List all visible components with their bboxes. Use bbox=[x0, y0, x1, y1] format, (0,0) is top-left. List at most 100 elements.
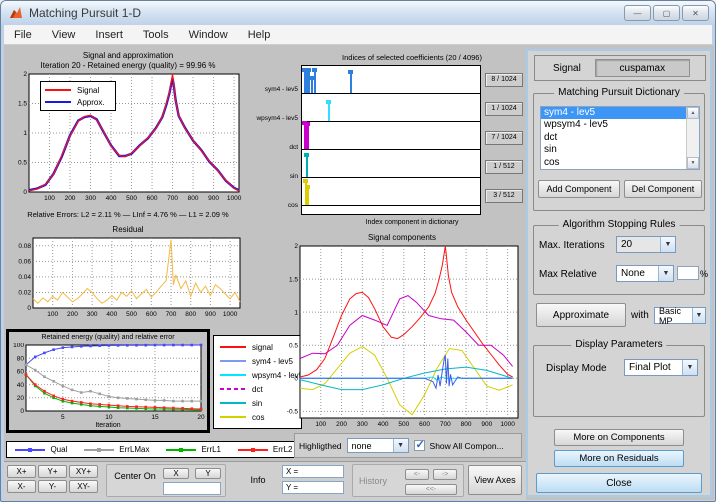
menu-tools[interactable]: Tools bbox=[133, 25, 179, 44]
minimize-button[interactable]: — bbox=[624, 5, 651, 21]
legend-line-sample bbox=[15, 449, 45, 451]
dictionary-item[interactable]: sin bbox=[541, 144, 686, 156]
coefficient-count-box: 7 / 1024 bbox=[485, 131, 523, 145]
view-axes-button[interactable]: View Axes bbox=[468, 465, 522, 495]
stem bbox=[306, 157, 308, 177]
zoom-xyminus-button[interactable]: XY- bbox=[69, 480, 98, 493]
listbox-scrollbar[interactable]: ▲ ▼ bbox=[686, 107, 699, 169]
signal-approx-subtitle: Iteration 20 - Retained energy (quality)… bbox=[12, 61, 244, 71]
dictionary-item[interactable]: wpsym4 - lev5 bbox=[541, 119, 686, 131]
window-controls: —▢✕ bbox=[624, 5, 709, 21]
del-component-button[interactable]: Del Component bbox=[624, 180, 702, 198]
method-dropdown[interactable]: Basic MP ▼ bbox=[654, 307, 706, 324]
add-component-button[interactable]: Add Component bbox=[538, 180, 620, 198]
legend-line-sample bbox=[45, 89, 71, 91]
svg-text:80: 80 bbox=[17, 355, 25, 362]
matlab-icon bbox=[9, 6, 23, 20]
zoom-yminusplus-button[interactable]: Y+ bbox=[38, 465, 67, 478]
history-label: History bbox=[359, 476, 387, 486]
coefficient-count-box: 3 / 512 bbox=[485, 189, 523, 203]
display-mode-dropdown[interactable]: Final Plot ▼ bbox=[624, 359, 698, 376]
dictionary-listbox[interactable]: sym4 - lev5wpsym4 - lev5dctsincos ▲ ▼ bbox=[540, 106, 700, 170]
history-button[interactable]: <- bbox=[405, 469, 429, 480]
zoom-xyminusplus-button[interactable]: XY+ bbox=[69, 465, 98, 478]
show-all-components-checkbox[interactable]: ✓ bbox=[414, 440, 425, 451]
residual-axes[interactable]: 100200300400500600700800900100000.020.04… bbox=[12, 235, 244, 319]
svg-text:600: 600 bbox=[146, 311, 157, 318]
show-all-components-label: Show All Compon... bbox=[430, 441, 504, 451]
dictionary-item[interactable]: cos bbox=[541, 157, 686, 169]
app-window: Matching Pursuit 1-D —▢✕ FileViewInsertT… bbox=[0, 0, 716, 502]
svg-text:0: 0 bbox=[20, 408, 24, 415]
dictionary-item[interactable]: sym4 - lev5 bbox=[541, 107, 686, 119]
menu-view[interactable]: View bbox=[42, 25, 86, 44]
scroll-up-icon[interactable]: ▲ bbox=[687, 107, 699, 119]
signal-approx-plot: Signal and approximation Iteration 20 - … bbox=[12, 51, 244, 219]
approximate-button[interactable]: Approximate bbox=[536, 303, 626, 327]
menu-file[interactable]: File bbox=[4, 25, 42, 44]
dictionary-group: Matching Pursuit Dictionary sym4 - lev5w… bbox=[533, 93, 705, 211]
center-x-button[interactable]: X bbox=[163, 468, 189, 479]
stem bbox=[307, 126, 309, 149]
history-button[interactable]: <<- bbox=[405, 484, 457, 495]
center-on-field[interactable] bbox=[163, 482, 221, 495]
more-on-components-button[interactable]: More on Components bbox=[554, 429, 684, 446]
titlebar[interactable]: Matching Pursuit 1-D —▢✕ bbox=[1, 1, 715, 25]
legend-line-sample bbox=[220, 346, 246, 348]
scroll-down-icon[interactable]: ▼ bbox=[687, 157, 699, 169]
svg-text:0.02: 0.02 bbox=[18, 290, 31, 297]
svg-text:900: 900 bbox=[481, 421, 492, 428]
svg-text:300: 300 bbox=[85, 195, 96, 202]
dictionary-item[interactable]: dct bbox=[541, 132, 686, 144]
stem-plot-box[interactable] bbox=[301, 65, 481, 215]
retained-energy-plot-selected[interactable]: Retained energy (quality) and relative e… bbox=[6, 329, 210, 433]
retained-energy-axes[interactable]: 5101520020406080100 bbox=[10, 343, 206, 421]
more-on-residuals-button[interactable]: More on Residuals bbox=[554, 450, 684, 467]
percent-sign: % bbox=[700, 269, 708, 279]
center-y-button[interactable]: Y bbox=[195, 468, 221, 479]
close-button[interactable]: ✕ bbox=[682, 5, 709, 21]
highlighted-dropdown[interactable]: none ▼ bbox=[347, 438, 409, 453]
legend-entry: ErrL1 bbox=[166, 445, 221, 454]
close-button[interactable]: Close bbox=[536, 473, 702, 493]
stem bbox=[307, 189, 309, 205]
legend-line-sample bbox=[220, 374, 246, 376]
stem-row bbox=[302, 178, 480, 206]
max-relative-dropdown[interactable]: None ▼ bbox=[616, 265, 674, 282]
svg-text:300: 300 bbox=[87, 311, 98, 318]
max-relative-percent-field[interactable] bbox=[677, 266, 699, 280]
max-relative-label: Max Relative bbox=[539, 269, 597, 280]
y-coordinate-field[interactable]: Y = bbox=[282, 481, 344, 494]
svg-text:400: 400 bbox=[106, 311, 117, 318]
svg-text:800: 800 bbox=[188, 195, 199, 202]
errors-legend: QualErrLMaxErrL1ErrL2 bbox=[6, 441, 302, 458]
legend-marker bbox=[28, 448, 32, 452]
coefficient-count-box: 1 / 1024 bbox=[485, 102, 523, 116]
zoom-xminus-button[interactable]: X- bbox=[7, 480, 36, 493]
stem-marker bbox=[304, 153, 309, 157]
svg-text:1000: 1000 bbox=[227, 195, 242, 202]
menu-insert[interactable]: Insert bbox=[85, 25, 133, 44]
menu-window[interactable]: Window bbox=[179, 25, 238, 44]
stem-marker bbox=[312, 68, 317, 72]
menu-help[interactable]: Help bbox=[238, 25, 281, 44]
max-iterations-dropdown[interactable]: 20 ▼ bbox=[616, 236, 676, 253]
x-coordinate-field[interactable]: X = bbox=[282, 465, 344, 478]
stopping-rules-group: Algorithm Stopping Rules Max. Iterations… bbox=[533, 225, 705, 295]
legend-marker bbox=[179, 448, 183, 452]
legend-line-sample bbox=[238, 449, 268, 451]
zoom-xminusplus-button[interactable]: X+ bbox=[7, 465, 36, 478]
coefficient-count-box: 8 / 1024 bbox=[485, 73, 523, 87]
history-button[interactable]: -> bbox=[433, 469, 457, 480]
maximize-button[interactable]: ▢ bbox=[653, 5, 680, 21]
signal-approx-title: Signal and approximation bbox=[12, 51, 244, 61]
stem-marker bbox=[303, 179, 308, 183]
chevron-down-icon: ▼ bbox=[660, 237, 675, 252]
display-mode-label: Display Mode bbox=[546, 363, 607, 374]
legend-line-sample bbox=[45, 101, 71, 103]
svg-text:100: 100 bbox=[315, 421, 326, 428]
legend-entry: Approx. bbox=[45, 96, 111, 108]
signal-components-axes[interactable]: 1002003004005006007008009001000-0.500.51… bbox=[282, 243, 522, 429]
residual-plot: Residual 1002003004005006007008009001000… bbox=[12, 225, 244, 324]
zoom-yminus-button[interactable]: Y- bbox=[38, 480, 67, 493]
